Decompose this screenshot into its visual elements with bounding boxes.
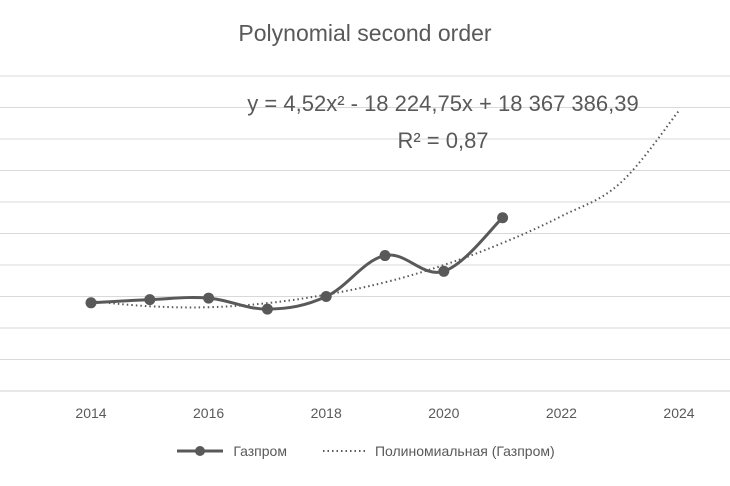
- data-point-marker: [144, 294, 156, 306]
- data-point-marker: [261, 303, 273, 315]
- data-point-marker: [438, 265, 450, 277]
- gazprom-markers: [85, 212, 509, 315]
- x-tick-label: 2016: [193, 405, 224, 421]
- data-point-marker: [85, 297, 97, 309]
- data-point-marker: [379, 250, 391, 262]
- x-tick-label: 2022: [546, 405, 577, 421]
- gridlines: [0, 75, 730, 360]
- trendline-series: [90, 110, 680, 309]
- legend-label-trendline: Полиномиальная (Газпром): [374, 443, 555, 459]
- legend-item-trendline: Полиномиальная (Газпром): [321, 443, 555, 459]
- x-tick-label: 2014: [75, 405, 106, 421]
- x-tick-label: 2024: [663, 405, 694, 421]
- legend: Газпром Полиномиальная (Газпром): [0, 443, 730, 459]
- legend-dotted-line-icon: [322, 450, 365, 452]
- chart-title: Polynomial second order: [238, 20, 492, 46]
- legend-label-gazprom: Газпром: [233, 443, 287, 459]
- data-point-marker: [320, 291, 332, 302]
- data-point-marker: [203, 292, 215, 304]
- legend-solid-marker-icon: [177, 446, 224, 456]
- data-point-marker: [497, 212, 509, 224]
- x-tick-label: 2020: [428, 405, 459, 421]
- trendline-equation: y = 4,52x² - 18 224,75x + 18 367 386,39: [247, 91, 638, 116]
- x-tick-labels: 2014 2016 2018 2020 2022 2024: [75, 405, 694, 421]
- x-tick-label: 2018: [311, 405, 342, 421]
- r-squared-label: R² = 0,87: [397, 128, 488, 153]
- legend-item-gazprom: Газпром: [175, 443, 287, 459]
